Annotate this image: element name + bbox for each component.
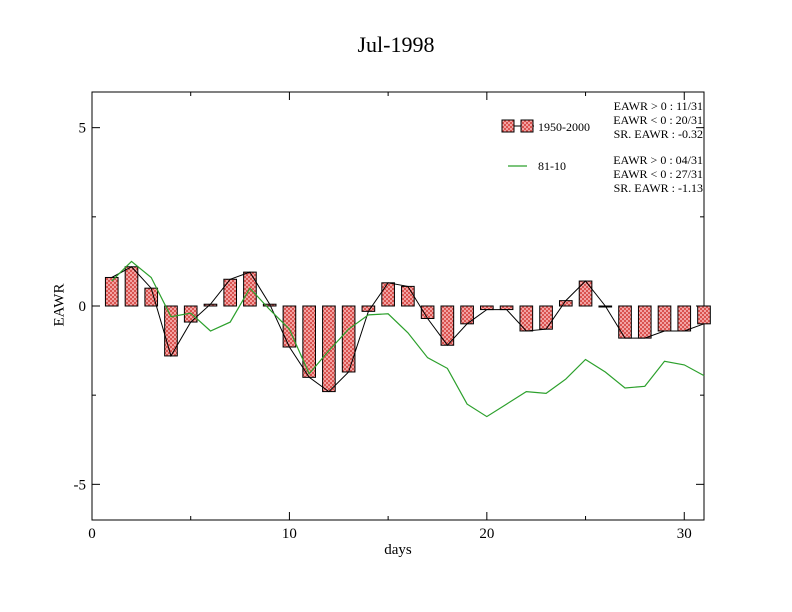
bar — [480, 305, 494, 311]
bar — [499, 305, 514, 311]
bar — [282, 305, 297, 348]
bar — [223, 278, 238, 307]
bar — [381, 282, 395, 307]
stat-positive-count: EAWR > 0 : 04/31 — [613, 153, 703, 167]
lines — [111, 260, 705, 418]
stat-sum: SR. EAWR : -0.32 — [613, 127, 703, 141]
x-axis-label: days — [384, 542, 412, 558]
bar — [539, 305, 553, 330]
x-tick-label: 20 — [479, 526, 494, 542]
stat-sum: SR. EAWR : -1.13 — [613, 181, 703, 195]
stat-negative-count: EAWR < 0 : 27/31 — [613, 167, 703, 181]
bar — [677, 305, 692, 332]
x-tick-label: 10 — [282, 526, 297, 542]
bar — [401, 285, 415, 307]
bar — [637, 305, 652, 339]
x-tick-label: 30 — [677, 526, 692, 542]
stats-81-10: EAWR > 0 : 04/31 EAWR < 0 : 27/31 SR. EA… — [613, 153, 703, 195]
y-axis-label: EAWR — [51, 283, 68, 327]
legend-label-81-10: 81-10 — [538, 159, 566, 173]
stat-positive-count: EAWR > 0 : 11/31 — [613, 99, 703, 113]
bar — [104, 276, 119, 307]
y-tick-label: 0 — [79, 299, 87, 315]
bar — [322, 305, 336, 393]
bar — [697, 305, 711, 325]
chart-title: Jul-1998 — [357, 32, 435, 57]
y-tick-label: -5 — [74, 477, 87, 493]
legend-swatch-1950-2000 — [501, 119, 515, 133]
bar — [657, 305, 672, 332]
x-tick-label: 0 — [88, 526, 96, 542]
bar — [519, 305, 534, 332]
bar — [341, 305, 356, 373]
plot-frame — [91, 91, 705, 521]
bar — [302, 305, 316, 378]
legend-label-1950-2000: 1950-2000 — [538, 120, 590, 134]
bar — [124, 266, 139, 307]
legend-swatch-1950-2000 — [520, 119, 534, 133]
series-line-81-10 — [111, 260, 705, 418]
stat-negative-count: EAWR < 0 : 20/31 — [613, 113, 703, 127]
legend — [501, 119, 534, 167]
y-tick-label: 5 — [79, 121, 87, 137]
series-line-1950-2000 — [111, 266, 705, 393]
bar — [618, 305, 632, 339]
stats-1950-2000: EAWR > 0 : 11/31 EAWR < 0 : 20/31 SR. EA… — [613, 99, 703, 141]
